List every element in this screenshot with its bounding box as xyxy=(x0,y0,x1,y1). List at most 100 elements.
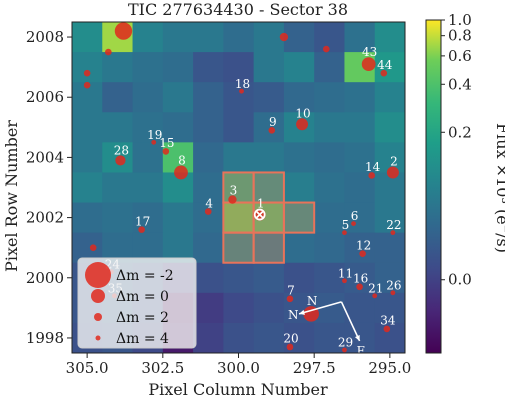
aperture-outline xyxy=(222,171,316,264)
star-marker xyxy=(138,226,145,233)
heatmap-cell xyxy=(102,52,134,83)
legend-marker xyxy=(95,335,101,341)
heatmap-cell xyxy=(223,262,255,294)
heatmap-cell xyxy=(253,112,285,143)
star-marker xyxy=(151,139,157,145)
star-marker xyxy=(162,148,170,155)
star-marker xyxy=(390,290,396,296)
y-axis-label: Pixel Row Number xyxy=(2,120,21,272)
legend-marker xyxy=(94,313,102,321)
star-label: 11 xyxy=(338,266,353,280)
heatmap-cell xyxy=(314,22,345,53)
heatmap-cell xyxy=(253,262,285,294)
aperture-pixel xyxy=(282,201,316,234)
target-marker xyxy=(253,208,266,221)
heatmap-cell xyxy=(72,202,103,234)
heatmap-cell xyxy=(314,52,345,83)
star-label: N xyxy=(307,294,318,308)
heatmap-cell xyxy=(283,82,315,113)
colorbar-ticks: 1.00.8 0.6 0.4 0.2 0.0 xyxy=(441,11,472,289)
star-marker xyxy=(279,32,289,42)
star-marker xyxy=(228,195,237,204)
star-label: 17 xyxy=(135,214,150,228)
legend-label: Δm = 2 xyxy=(116,310,169,326)
heatmap-cell xyxy=(102,172,134,204)
y-tick-label: 2006 xyxy=(26,88,64,106)
star-label: 5 xyxy=(342,218,350,232)
target-cross xyxy=(256,210,264,219)
heatmap-cell xyxy=(314,172,345,204)
star-label: 4 xyxy=(205,196,213,210)
star-label: 1 xyxy=(257,197,265,211)
x-tick-label: 302.5 xyxy=(141,359,184,377)
star-label: 8 xyxy=(178,154,186,168)
star-label: 44 xyxy=(377,58,393,72)
heatmap-cell xyxy=(132,112,164,143)
heatmap-cell xyxy=(344,202,376,234)
heatmap-cell xyxy=(314,262,345,294)
star-marker xyxy=(322,45,330,53)
star-marker xyxy=(342,278,347,284)
star-label: 12 xyxy=(356,238,371,252)
heatmap-cell xyxy=(283,142,315,173)
heatmap-cell xyxy=(374,322,406,354)
heatmap-cell xyxy=(223,172,255,204)
heatmap-cell xyxy=(72,142,103,173)
heatmap-cell xyxy=(223,322,255,354)
heatmap-cell xyxy=(283,172,315,204)
star-label: 20 xyxy=(283,332,298,346)
heatmap-cell xyxy=(132,52,164,83)
heatmap-cell xyxy=(344,82,376,113)
heatmap-cell xyxy=(253,322,285,354)
star-label: 16 xyxy=(353,272,368,286)
star-marker xyxy=(361,57,376,72)
legend-marker xyxy=(85,262,111,288)
compass-arrows: NE xyxy=(288,301,365,358)
heatmap-cell xyxy=(374,292,406,324)
heatmap-cell xyxy=(253,142,285,173)
heatmap-cell xyxy=(223,142,255,173)
y-tick-label: 2002 xyxy=(26,209,64,227)
heatmap-cell xyxy=(283,202,315,234)
heatmap-cell xyxy=(253,52,285,83)
heatmap-cell xyxy=(283,22,315,53)
star-marker xyxy=(268,127,276,134)
x-axis-label: Pixel Column Number xyxy=(148,380,328,399)
east-arrow xyxy=(340,301,361,342)
star-marker xyxy=(296,118,309,131)
heatmap-cell xyxy=(314,112,345,143)
heatmap-cell xyxy=(223,202,255,234)
star-marker xyxy=(342,347,347,353)
heatmap-cell xyxy=(283,262,315,294)
star-label: 28 xyxy=(114,143,129,157)
y-tick-label: 1998 xyxy=(26,329,64,347)
colorbar-tick-label: 0.0 xyxy=(448,271,472,289)
east-arrow-head xyxy=(354,334,360,341)
star-marker xyxy=(386,166,399,179)
heatmap-cell xyxy=(314,232,345,264)
star-label: 21 xyxy=(368,281,383,295)
star-marker xyxy=(239,88,244,94)
heatmap-cell xyxy=(314,82,345,113)
heatmap-cell xyxy=(344,142,376,173)
y-tick-label: 2004 xyxy=(26,148,64,166)
heatmap-cell xyxy=(374,202,406,234)
y-tick-label: 2008 xyxy=(26,28,64,46)
legend-label: Δm = 4 xyxy=(116,331,169,347)
heatmap-cell xyxy=(374,52,406,83)
heatmap-cell xyxy=(132,202,164,234)
star-label: 6 xyxy=(351,209,359,223)
heatmap-cell xyxy=(162,82,194,113)
heatmap-cell xyxy=(132,172,164,204)
star-marker xyxy=(174,165,188,180)
x-axis-ticks: 305.0 302.5 300.0 297.5 295.0 xyxy=(66,353,411,377)
heatmap-cell xyxy=(193,232,224,264)
north-arrow xyxy=(298,301,342,315)
x-tick-label: 300.0 xyxy=(217,359,260,377)
star-label: 34 xyxy=(380,314,396,328)
y-tick-label: 2000 xyxy=(26,269,64,287)
heatmap-cell xyxy=(162,52,194,83)
star-marker xyxy=(89,244,97,251)
heatmap-cell xyxy=(344,22,376,53)
